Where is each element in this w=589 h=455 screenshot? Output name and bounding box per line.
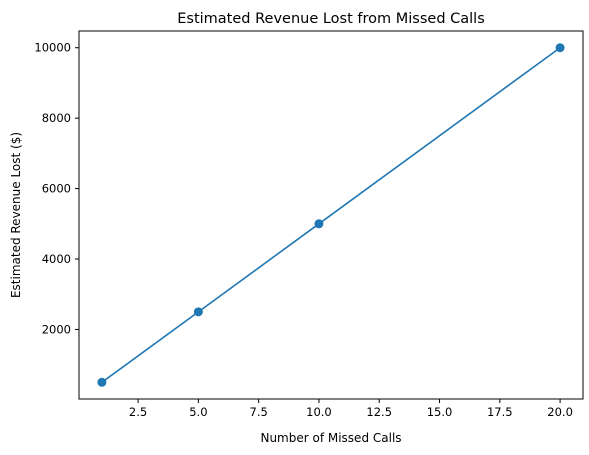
- series-line: [101, 47, 561, 383]
- data-point-marker: [97, 377, 107, 387]
- y-tick-label: 8000: [42, 111, 71, 125]
- x-tick-label: 7.5: [250, 405, 268, 419]
- plot-area: [78, 30, 584, 400]
- x-tick-label: 17.5: [487, 405, 513, 419]
- x-tick-label: 12.5: [366, 405, 392, 419]
- y-tick-label: 4000: [42, 252, 71, 266]
- data-point-marker: [314, 219, 324, 229]
- y-axis-label: Estimated Revenue Lost ($): [9, 132, 23, 298]
- y-tick-label: 10000: [34, 41, 71, 55]
- x-axis-label: Number of Missed Calls: [260, 431, 401, 445]
- y-tick-label: 6000: [42, 182, 71, 196]
- x-tick-label: 5.0: [189, 405, 207, 419]
- x-axis: 2.5 5.0 7.5 10.0 12.5 15.0 17.5 20.0: [129, 399, 573, 419]
- data-point-marker: [193, 307, 203, 317]
- x-tick-label: 20.0: [547, 405, 573, 419]
- x-tick-label: 2.5: [129, 405, 147, 419]
- series-layer: [97, 43, 565, 387]
- x-tick-label: 10.0: [306, 405, 332, 419]
- data-point-marker: [555, 43, 565, 53]
- y-tick-label: 2000: [42, 322, 71, 336]
- y-axis: 2000 4000 6000 8000 10000: [34, 41, 79, 336]
- x-tick-label: 15.0: [427, 405, 453, 419]
- chart-title: Estimated Revenue Lost from Missed Calls: [177, 11, 485, 27]
